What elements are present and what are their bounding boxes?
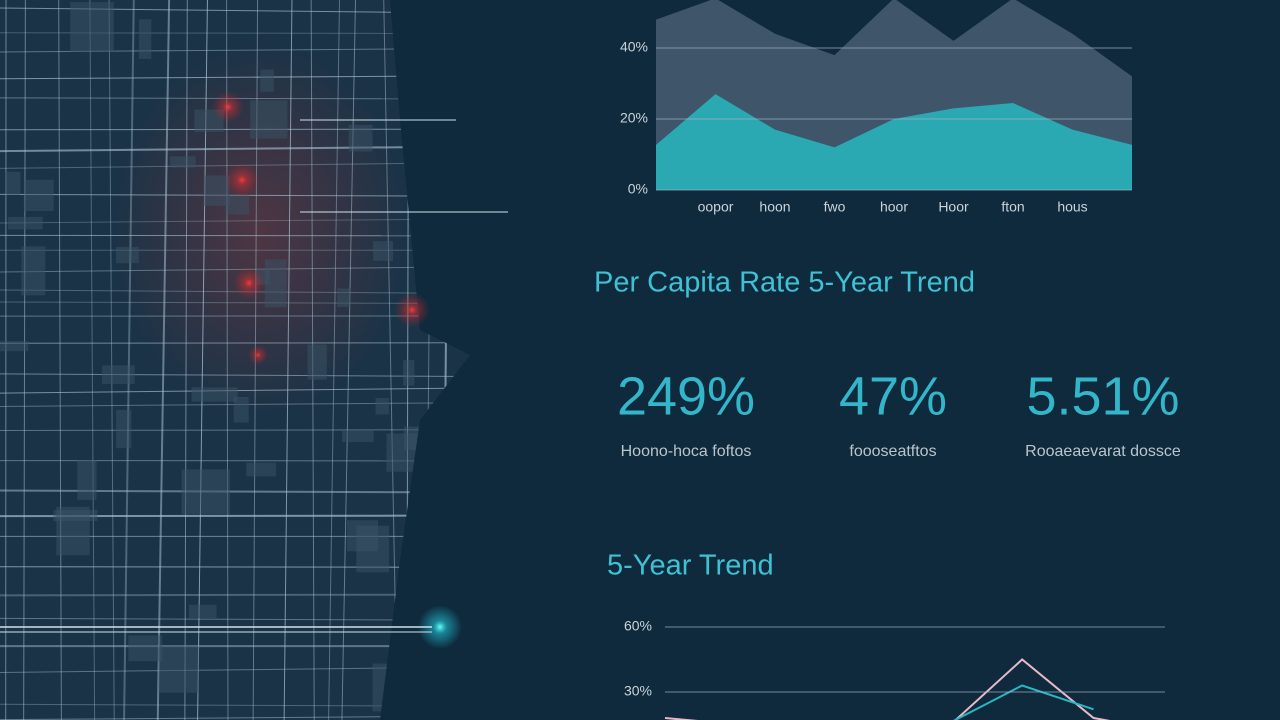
y-tick-label: 40%	[620, 39, 648, 55]
x-tick-label: hous	[1057, 199, 1087, 215]
map-block	[307, 344, 327, 380]
stat-caption: Rooaeaevarat dossce	[1025, 443, 1181, 460]
map-block	[373, 241, 394, 261]
map-block	[128, 635, 163, 662]
map-block	[21, 246, 46, 296]
map-block	[264, 259, 287, 308]
y-tick-label: 60%	[624, 618, 652, 634]
map-street	[0, 617, 470, 621]
map-street	[0, 429, 470, 431]
stat-value: 47%	[839, 366, 947, 426]
x-tick-label: hoor	[880, 199, 908, 215]
map-block	[342, 429, 374, 443]
chart-title: 5-Year Trend	[607, 550, 774, 582]
map-block	[250, 100, 288, 139]
map-street	[108, 0, 115, 720]
map-block	[77, 460, 97, 500]
x-tick-label: fwo	[824, 199, 846, 215]
map-street	[0, 266, 470, 273]
x-tick-label: hoon	[759, 199, 790, 215]
map-street	[0, 566, 470, 568]
map-street	[0, 75, 470, 80]
map-block	[138, 19, 152, 59]
map-block	[337, 288, 351, 307]
hotspot	[233, 267, 265, 299]
map-block	[158, 645, 199, 693]
x-tick-label: fton	[1001, 199, 1024, 215]
map-block	[101, 365, 135, 384]
map-street	[0, 593, 470, 597]
stat-value: 249%	[617, 366, 755, 426]
hotspot	[212, 91, 244, 123]
map-block	[246, 462, 276, 477]
y-tick-label: 20%	[620, 110, 648, 126]
map-block	[56, 506, 90, 556]
line	[953, 684, 1094, 720]
map-block	[170, 156, 196, 168]
map-street	[0, 145, 470, 153]
x-tick-label: oopor	[698, 199, 734, 215]
hotspot	[394, 292, 430, 328]
hotspot	[248, 345, 268, 365]
location-marker	[418, 605, 462, 649]
map-street	[0, 301, 470, 304]
map-block	[402, 360, 415, 386]
map-block	[8, 216, 43, 230]
map-block	[348, 124, 373, 152]
map-street	[123, 0, 135, 720]
map-street	[184, 0, 188, 720]
map-block	[260, 69, 274, 92]
map-block	[5, 171, 21, 195]
x-tick-label: Hoor	[938, 199, 969, 215]
stat-value: 5.51%	[1026, 366, 1179, 426]
map-street	[23, 0, 26, 720]
map-street	[0, 218, 470, 224]
line	[664, 658, 1111, 720]
section-heading: Per Capita Rate 5-Year Trend	[594, 267, 975, 299]
map-block	[188, 604, 217, 619]
y-tick-label: 0%	[628, 181, 648, 197]
map-street	[283, 0, 293, 720]
map-block	[375, 397, 389, 415]
map-block	[233, 396, 249, 423]
hotspot	[224, 162, 260, 198]
map-street	[0, 289, 470, 294]
map-street	[0, 373, 470, 377]
map-block	[181, 469, 231, 515]
area	[656, 94, 1132, 190]
map-block	[23, 179, 54, 212]
map-block	[115, 246, 139, 264]
map-block	[225, 195, 250, 215]
map-street	[0, 128, 470, 131]
map-block	[70, 2, 114, 52]
map-street	[89, 0, 96, 720]
stat-caption: Hoono-hoca foftos	[621, 443, 752, 460]
map-block	[356, 525, 390, 573]
stat-caption: foooseatftos	[849, 443, 936, 460]
map-block	[116, 409, 132, 449]
map-block	[0, 341, 29, 352]
y-tick-label: 30%	[624, 683, 652, 699]
map-street	[156, 0, 171, 720]
heat-haze	[110, 40, 410, 420]
map-street	[0, 342, 470, 344]
map-street	[58, 0, 62, 720]
map-block	[191, 387, 238, 402]
